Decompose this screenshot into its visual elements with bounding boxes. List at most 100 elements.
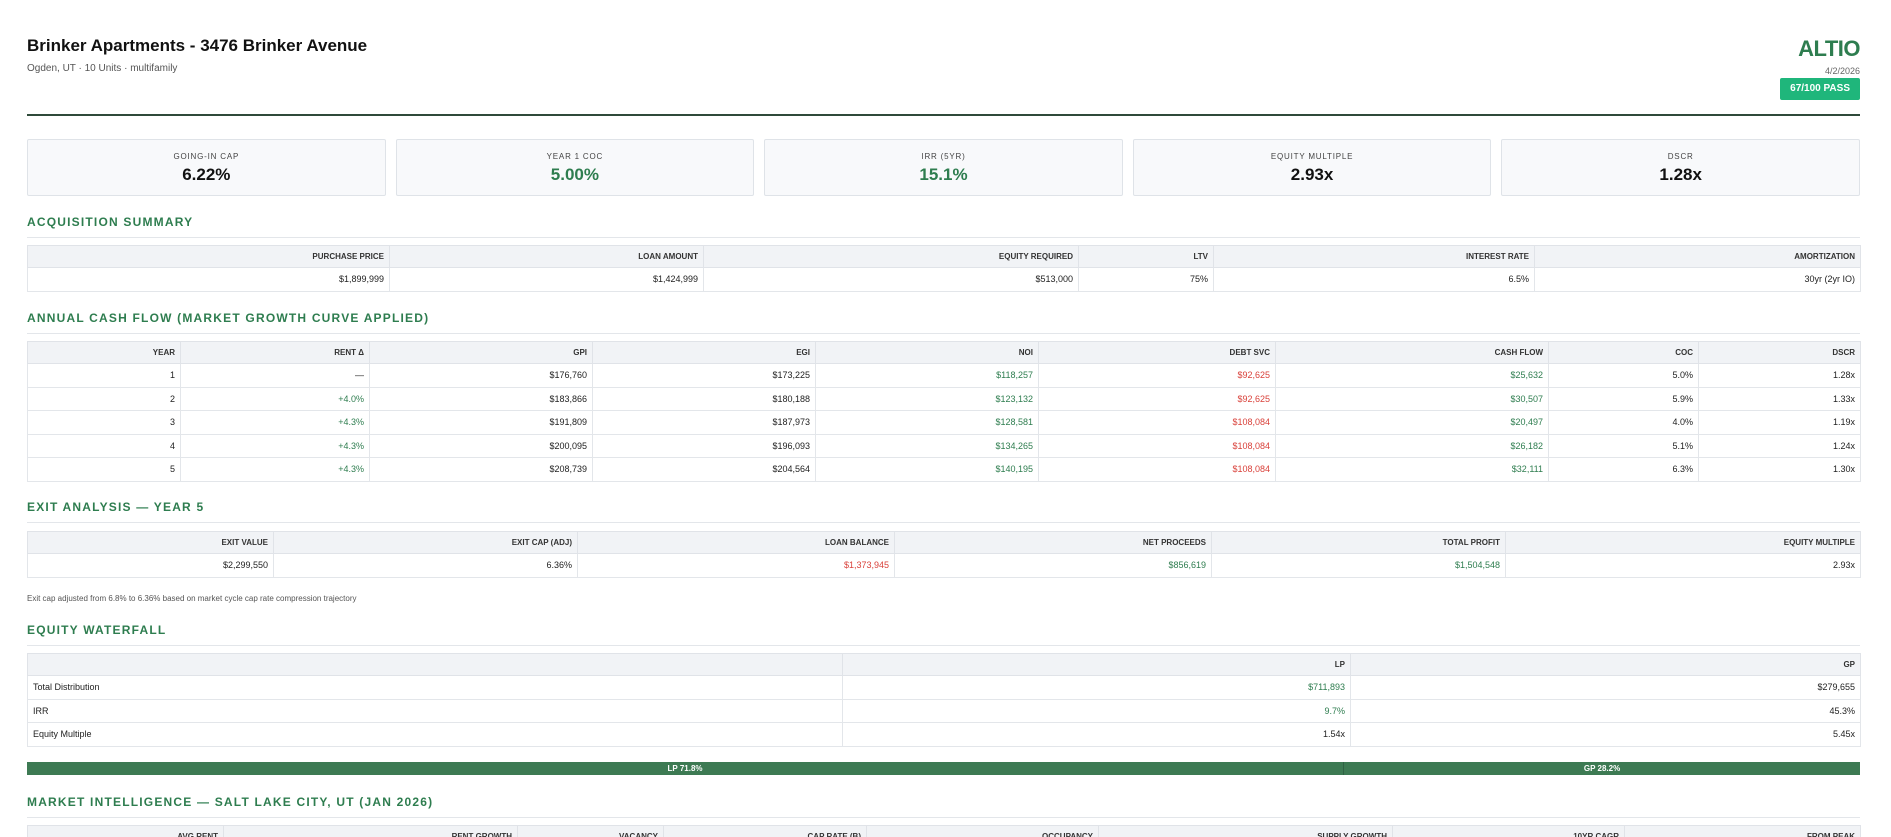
table-cell: 1.24x <box>1698 433 1861 458</box>
column-header: COC <box>1548 341 1699 364</box>
column-header: TOTAL PROFIT <box>1211 531 1506 554</box>
table-cell: $140,195 <box>815 457 1039 482</box>
column-header: AMORTIZATION <box>1534 245 1861 268</box>
column-header: PURCHASE PRICE <box>27 245 390 268</box>
column-header: CAP RATE (B) <box>663 825 867 837</box>
table-cell: $25,632 <box>1275 363 1549 388</box>
table-cell: $92,625 <box>1038 386 1276 411</box>
exit-cap-note: Exit cap adjusted from 6.8% to 6.36% bas… <box>27 594 357 603</box>
kpi-label: DSCR <box>1667 152 1694 161</box>
column-header: DSCR <box>1698 341 1861 364</box>
column-header: AVG RENT <box>27 825 224 837</box>
column-header: LOAN AMOUNT <box>389 245 704 268</box>
column-header: SUPPLY GROWTH <box>1098 825 1393 837</box>
column-header: YEAR <box>27 341 181 364</box>
section-title-waterfall: EQUITY WATERFALL <box>27 623 1860 646</box>
table-row: 2 +4.0% $183,866 $180,188 $123,132 $92,6… <box>27 386 1861 411</box>
table-row: 3 +4.3% $191,809 $187,973 $128,581 $108,… <box>27 410 1861 435</box>
column-header: GPI <box>369 341 593 364</box>
kpi-irr: IRR (5YR) 15.1% <box>764 139 1123 196</box>
kpi-label: GOING-IN CAP <box>173 152 240 161</box>
table-cell: $108,084 <box>1038 433 1276 458</box>
table-cell: $711,893 <box>842 675 1351 700</box>
table-cell: 6.36% <box>273 553 578 578</box>
market-table: AVG RENT RENT GROWTH VACANCY CAP RATE (B… <box>27 825 1861 837</box>
table-cell: $513,000 <box>703 267 1079 292</box>
kpi-value: 15.1% <box>919 165 968 184</box>
section-title-exit: EXIT ANALYSIS — YEAR 5 <box>27 500 1860 523</box>
table-cell: 4 <box>27 433 181 458</box>
table-cell: $856,619 <box>894 553 1212 578</box>
table-cell: $134,265 <box>815 433 1039 458</box>
table-cell: $279,655 <box>1350 675 1861 700</box>
column-header <box>27 653 843 676</box>
table-cell: $118,257 <box>815 363 1039 388</box>
table-cell: 2 <box>27 386 181 411</box>
table-cell: 6.5% <box>1213 267 1535 292</box>
column-header: LP <box>842 653 1351 676</box>
table-cell: 5.45x <box>1350 722 1861 747</box>
table-row: $2,299,550 6.36% $1,373,945 $856,619 $1,… <box>27 553 1861 578</box>
table-cell: 1.28x <box>1698 363 1861 388</box>
table-cell: 30yr (2yr IO) <box>1534 267 1861 292</box>
column-header: FROM PEAK <box>1624 825 1861 837</box>
table-header-row: LP GP <box>27 653 1861 676</box>
table-cell: $1,424,999 <box>389 267 704 292</box>
report-date: 4/2/2026 <box>1824 66 1860 76</box>
column-header: EGI <box>592 341 816 364</box>
table-cell: 1 <box>27 363 181 388</box>
score-badge: 67/100 PASS <box>1780 78 1860 100</box>
table-cell: $92,625 <box>1038 363 1276 388</box>
table-cell: $173,225 <box>592 363 816 388</box>
table-cell: $108,084 <box>1038 457 1276 482</box>
column-header: GP <box>1350 653 1861 676</box>
table-row: 5 +4.3% $208,739 $204,564 $140,195 $108,… <box>27 457 1861 482</box>
kpi-cards: GOING-IN CAP 6.22% YEAR 1 COC 5.00% IRR … <box>27 139 1860 196</box>
table-cell: $1,504,548 <box>1211 553 1506 578</box>
table-cell: $1,373,945 <box>577 553 895 578</box>
report-header: Brinker Apartments - 3476 Brinker Avenue… <box>27 0 1860 116</box>
table-cell: 1.33x <box>1698 386 1861 411</box>
table-cell: 4.0% <box>1548 410 1699 435</box>
table-cell: $196,093 <box>592 433 816 458</box>
table-cell: 2.93x <box>1505 553 1861 578</box>
table-cell: +4.0% <box>180 386 370 411</box>
lp-share-segment: LP 71.8% <box>27 762 1344 775</box>
table-cell: 1.54x <box>842 722 1351 747</box>
kpi-value: 2.93x <box>1290 165 1334 184</box>
column-header: NET PROCEEDS <box>894 531 1212 554</box>
kpi-label: IRR (5YR) <box>921 152 966 161</box>
column-header: 10YR CAGR <box>1392 825 1625 837</box>
table-cell: $1,899,999 <box>27 267 390 292</box>
table-cell: 1.19x <box>1698 410 1861 435</box>
table-header-row: AVG RENT RENT GROWTH VACANCY CAP RATE (B… <box>27 825 1861 837</box>
row-label: IRR <box>27 698 843 723</box>
column-header: EXIT CAP (ADJ) <box>273 531 578 554</box>
table-row: Equity Multiple 1.54x 5.45x <box>27 722 1861 747</box>
kpi-year1-coc: YEAR 1 COC 5.00% <box>395 139 755 196</box>
column-header: VACANCY <box>517 825 664 837</box>
table-cell: 5.9% <box>1548 386 1699 411</box>
kpi-value: 1.28x <box>1659 165 1702 184</box>
acquisition-table: PURCHASE PRICE LOAN AMOUNT EQUITY REQUIR… <box>27 245 1861 292</box>
table-cell: $208,739 <box>369 457 593 482</box>
column-header: EQUITY REQUIRED <box>703 245 1079 268</box>
column-header: EQUITY MULTIPLE <box>1505 531 1861 554</box>
table-cell: $176,760 <box>369 363 593 388</box>
gp-share-segment: GP 28.2% <box>1343 762 1860 775</box>
table-cell: +4.3% <box>180 433 370 458</box>
column-header: LOAN BALANCE <box>577 531 895 554</box>
kpi-equity-multiple: EQUITY MULTIPLE 2.93x <box>1132 139 1492 196</box>
property-subtitle: Ogden, UT · 10 Units · multifamily <box>27 63 178 74</box>
table-header-row: EXIT VALUE EXIT CAP (ADJ) LOAN BALANCE N… <box>27 531 1861 554</box>
table-cell: +4.3% <box>180 410 370 435</box>
table-cell: 75% <box>1078 267 1214 292</box>
lp-gp-split-bar: LP 71.8% GP 28.2% <box>27 762 1860 775</box>
table-cell: 5.1% <box>1548 433 1699 458</box>
table-cell: $32,111 <box>1275 457 1549 482</box>
table-header-row: YEAR RENT Δ GPI EGI NOI DEBT SVC CASH FL… <box>27 341 1861 364</box>
table-row: IRR 9.7% 45.3% <box>27 698 1861 723</box>
column-header: RENT Δ <box>180 341 370 364</box>
table-cell: 6.3% <box>1548 457 1699 482</box>
table-cell: $200,095 <box>369 433 593 458</box>
